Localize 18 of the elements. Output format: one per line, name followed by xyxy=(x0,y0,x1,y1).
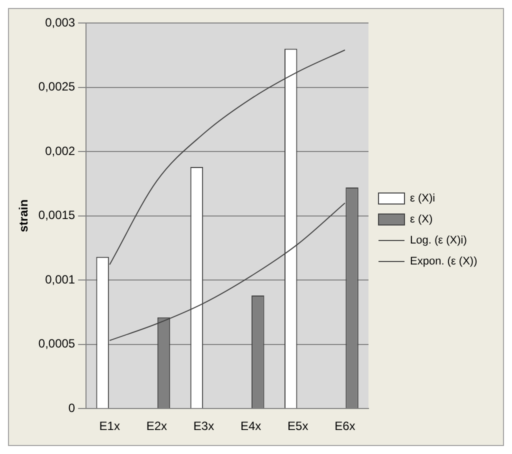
y-tick-label: 0,001 xyxy=(45,272,76,286)
x-tick-label: E6x xyxy=(334,419,356,434)
y-tick-label: 0,0005 xyxy=(38,336,76,351)
y-tick-label: 0,0025 xyxy=(38,80,76,94)
y-tick-label: 0,003 xyxy=(45,15,76,30)
x-tick-label: E1x xyxy=(99,419,120,434)
x-tick-label: E5x xyxy=(288,419,308,434)
legend-label: Log. (ε (X)i) xyxy=(410,234,467,247)
legend-label: Expon. (ε (X)) xyxy=(410,256,478,268)
legend-label: ε (X) xyxy=(410,214,433,226)
y-tick-label: 0,002 xyxy=(45,144,76,158)
y-axis-title: strain xyxy=(16,199,31,232)
legend-label: ε (X)i xyxy=(410,192,436,205)
y-tick-label: 0,0015 xyxy=(38,208,76,222)
y-tick-label: 0 xyxy=(68,400,76,415)
x-tick-label: E2x xyxy=(146,419,168,434)
x-tick-label: E4x xyxy=(240,419,262,434)
x-tick-label: E3x xyxy=(193,419,214,434)
